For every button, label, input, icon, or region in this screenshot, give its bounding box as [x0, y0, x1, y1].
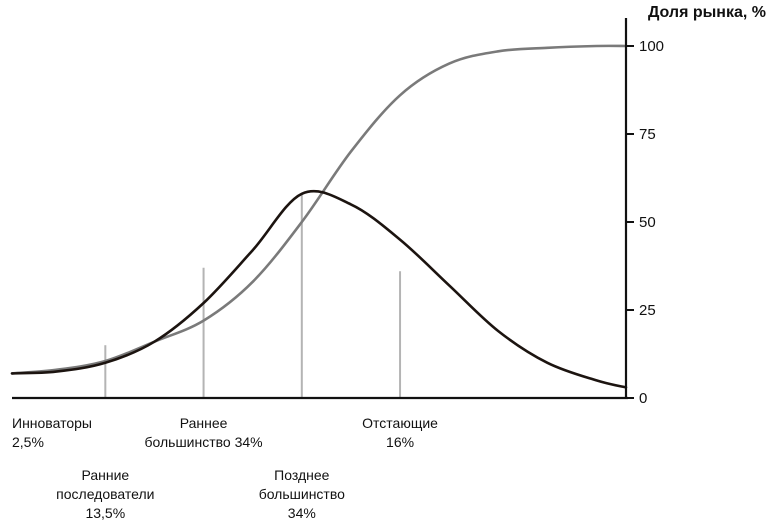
segment-label-line: 13,5%	[85, 505, 125, 521]
segment-label-line: 34%	[288, 505, 316, 521]
segment-label-line: Ранние	[81, 467, 129, 483]
segment-label-line: Инноваторы	[12, 415, 92, 431]
segment-label-line: Позднее	[274, 467, 329, 483]
adoption-bell-curve	[10, 189, 628, 389]
y-tick-label: 75	[639, 126, 656, 143]
market-share-cumulative-curve	[10, 44, 628, 375]
segment-label: Позднее большинство 34%	[259, 467, 345, 521]
y-tick-label: 50	[639, 214, 656, 231]
segment-label-line: Раннее	[180, 415, 228, 431]
segment-label-line: 16%	[386, 434, 414, 450]
segment-label-line: большинство 34%	[144, 434, 262, 450]
segment-label-line: большинство	[259, 486, 345, 502]
segment-dividers	[104, 193, 402, 398]
segment-label: Отстающие 16%	[362, 415, 438, 450]
curves	[10, 44, 628, 389]
y-ticks: 0 25 50 75 100	[626, 38, 664, 407]
segment-label-line: последователи	[56, 486, 154, 502]
segment-label-line: Отстающие	[362, 415, 438, 431]
y-tick-label: 0	[639, 390, 647, 407]
y-tick-label: 100	[639, 38, 664, 55]
segment-labels: Инноваторы2,5%Ранниепоследователи13,5%Ра…	[12, 415, 438, 521]
segment-label: Инноваторы 2,5%	[12, 415, 92, 450]
segment-label: Ранние последователи 13,5%	[56, 467, 154, 521]
y-tick-label: 25	[639, 302, 656, 319]
y-axis-title: Доля рынка, %	[648, 4, 766, 21]
segment-label: Раннее большинство 34%	[144, 415, 262, 450]
segment-label-line: 2,5%	[12, 434, 44, 450]
